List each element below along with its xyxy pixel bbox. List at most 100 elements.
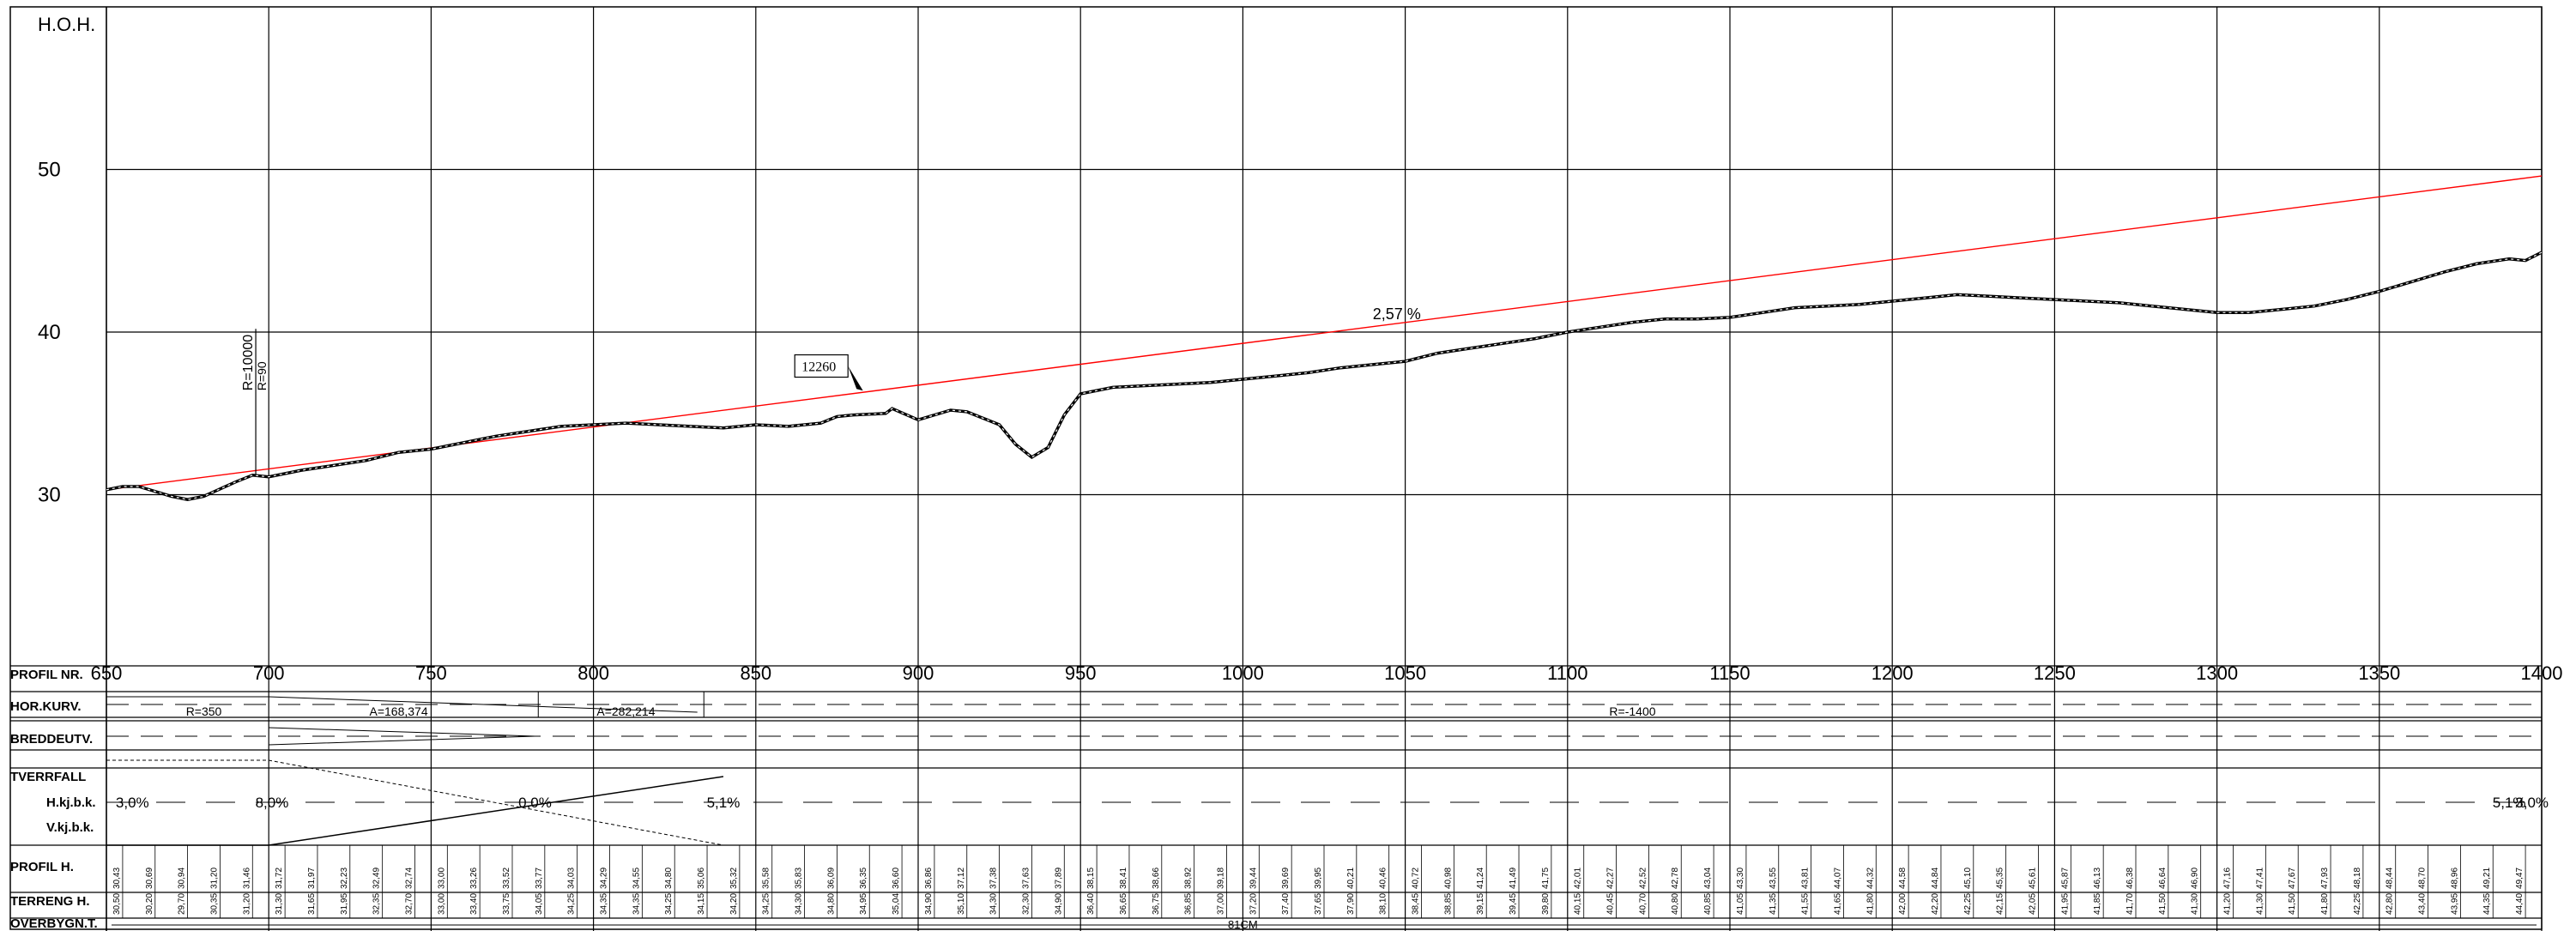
profile-height-value: 31,72: [275, 868, 284, 889]
terrain-height-value: 36,65: [1119, 893, 1128, 915]
band-label-overbygn-t: OVERBYGN.T.: [10, 916, 98, 931]
profile-height-value: 38,66: [1152, 868, 1161, 889]
profile-height-value: 43,04: [1703, 868, 1713, 889]
profile-number-label: 650: [91, 662, 123, 684]
y-axis-label: H.O.H.: [38, 14, 95, 35]
tverrfall-label: 3,0%: [116, 795, 149, 811]
band-label-profil-nr: PROFIL NR.: [10, 668, 83, 682]
profile-number-label: 1350: [2358, 662, 2400, 684]
terrain-height-value: 35,10: [957, 893, 966, 915]
terrain-height-value: 34,35: [600, 893, 609, 915]
profile-number-label: 1250: [2034, 662, 2076, 684]
profile-height-value: 32,23: [340, 868, 349, 889]
profile-height-value: 31,97: [307, 868, 317, 889]
terrain-height-value: 40,80: [1671, 893, 1680, 915]
profile-height-value: 40,98: [1443, 868, 1453, 889]
profile-height-value: 38,15: [1086, 868, 1096, 889]
terrain-height-value: 39,15: [1476, 893, 1485, 915]
terrain-height-value: 44,35: [2482, 893, 2492, 915]
terrain-height-value: 37,65: [1314, 893, 1323, 915]
profile-height-value: 30,94: [178, 868, 187, 889]
terrain-height-value: 36,40: [1086, 893, 1096, 915]
tverrfall-label: 8,0%: [256, 795, 289, 811]
profile-height-value: 37,63: [1021, 868, 1031, 889]
hor-kurv-spiral-line: [106, 696, 698, 713]
tverrfall-h-line: [106, 776, 724, 846]
terrain-height-value: 36,75: [1152, 893, 1161, 915]
terrain-height-value: 34,25: [664, 893, 674, 915]
tverrfall-label: 5,1%: [707, 795, 741, 811]
profile-height-value: 44,32: [1865, 868, 1875, 889]
band-label-profil-h: PROFIL H.: [10, 860, 74, 874]
profile-height-value: 30,69: [145, 868, 154, 889]
profile-number-label: 1100: [1547, 662, 1587, 684]
terrain-height-value: 34,25: [762, 893, 771, 915]
terrain-height-value: 37,20: [1249, 893, 1258, 915]
profile-number-label: 1000: [1222, 662, 1264, 684]
profile-height-value: 45,10: [1963, 868, 1973, 889]
profile-number-label: 850: [740, 662, 771, 684]
callout-label: 12260: [801, 360, 836, 375]
profile-height-value: 38,92: [1184, 868, 1194, 889]
terrain-height-value: 41,65: [1833, 893, 1842, 915]
terrain-height-value: 34,25: [567, 893, 577, 915]
terrain-height-value: 43,95: [2450, 893, 2459, 915]
band-label-h-kj-b-k: H.kj.b.k.: [46, 795, 96, 810]
profile-height-value: 33,52: [502, 868, 511, 889]
profile-height-value: 40,46: [1379, 868, 1388, 889]
profile-height-value: 36,35: [859, 868, 868, 889]
profile-height-value: 45,35: [1996, 868, 2005, 889]
profile-number-label: 750: [415, 662, 447, 684]
terrain-height-value: 41,95: [2060, 893, 2070, 915]
tverrfall-label: 3,0%: [2515, 795, 2549, 811]
terrain-height-value: 32,30: [1021, 893, 1031, 915]
profile-height-value: 35,83: [795, 868, 804, 889]
profile-height-value: 37,89: [1054, 868, 1063, 889]
profile-number-label: 800: [577, 662, 609, 684]
profile-height-value: 34,80: [664, 868, 674, 889]
vertical-curve-small-label: R=90: [255, 361, 269, 390]
terrain-height-value: 41,80: [1865, 893, 1875, 915]
terrain-height-value: 43,40: [2418, 893, 2428, 915]
profile-height-value: 34,29: [600, 868, 609, 889]
y-tick-label: 40: [38, 321, 61, 344]
terrain-height-value: 38,10: [1379, 893, 1388, 915]
terrain-height-value: 41,80: [2320, 893, 2330, 915]
y-tick-label: 50: [38, 159, 61, 182]
profile-height-value: 46,13: [2093, 868, 2102, 889]
profile-height-value: 35,06: [697, 868, 706, 889]
terrain-height-value: 30,20: [145, 893, 154, 915]
profile-height-value: 37,38: [989, 868, 999, 889]
terrain-height-value: 41,50: [2288, 893, 2297, 915]
terrain-height-value: 30,50: [112, 893, 122, 915]
overbygn-label: 81CM: [1228, 918, 1258, 931]
tverrfall-label: 0,0%: [518, 795, 552, 811]
band-label-terreng-h: TERRENG H.: [10, 894, 90, 909]
terrain-height-value: 34,30: [795, 893, 804, 915]
profile-height-value: 41,49: [1509, 868, 1518, 889]
hor-kurv-label: R=-1400: [1609, 704, 1655, 718]
profile-height-value: 36,86: [924, 868, 934, 889]
terrain-height-value: 37,90: [1346, 893, 1356, 915]
profile-height-value: 46,64: [2158, 868, 2168, 889]
profile-height-value: 37,12: [957, 868, 966, 889]
terrain-height-value: 42,25: [2353, 893, 2362, 915]
profile-height-value: 48,70: [2418, 868, 2428, 889]
terrain-height-value: 42,20: [1931, 893, 1940, 915]
profile-height-value: 44,58: [1898, 868, 1908, 889]
hor-kurv-label: A=282,214: [596, 704, 655, 718]
profile-number-label: 900: [903, 662, 934, 684]
terrain-height-value: 33,40: [469, 893, 479, 915]
profile-height-value: 39,44: [1249, 868, 1258, 889]
terrain-height-value: 34,05: [535, 893, 544, 915]
terrain-height-value: 42,80: [2386, 893, 2395, 915]
profile-height-value: 42,27: [1606, 868, 1616, 889]
terrain-height-value: 41,50: [2158, 893, 2168, 915]
terrain-height-value: 41,85: [2093, 893, 2102, 915]
terrain-line-hatch: [106, 251, 2543, 500]
band-label-v-kj-b-k: V.kj.b.k.: [46, 820, 94, 835]
terrain-height-value: 31,30: [275, 893, 284, 915]
terrain-height-value: 41,55: [1801, 893, 1811, 915]
terrain-height-value: 42,25: [1963, 893, 1973, 915]
